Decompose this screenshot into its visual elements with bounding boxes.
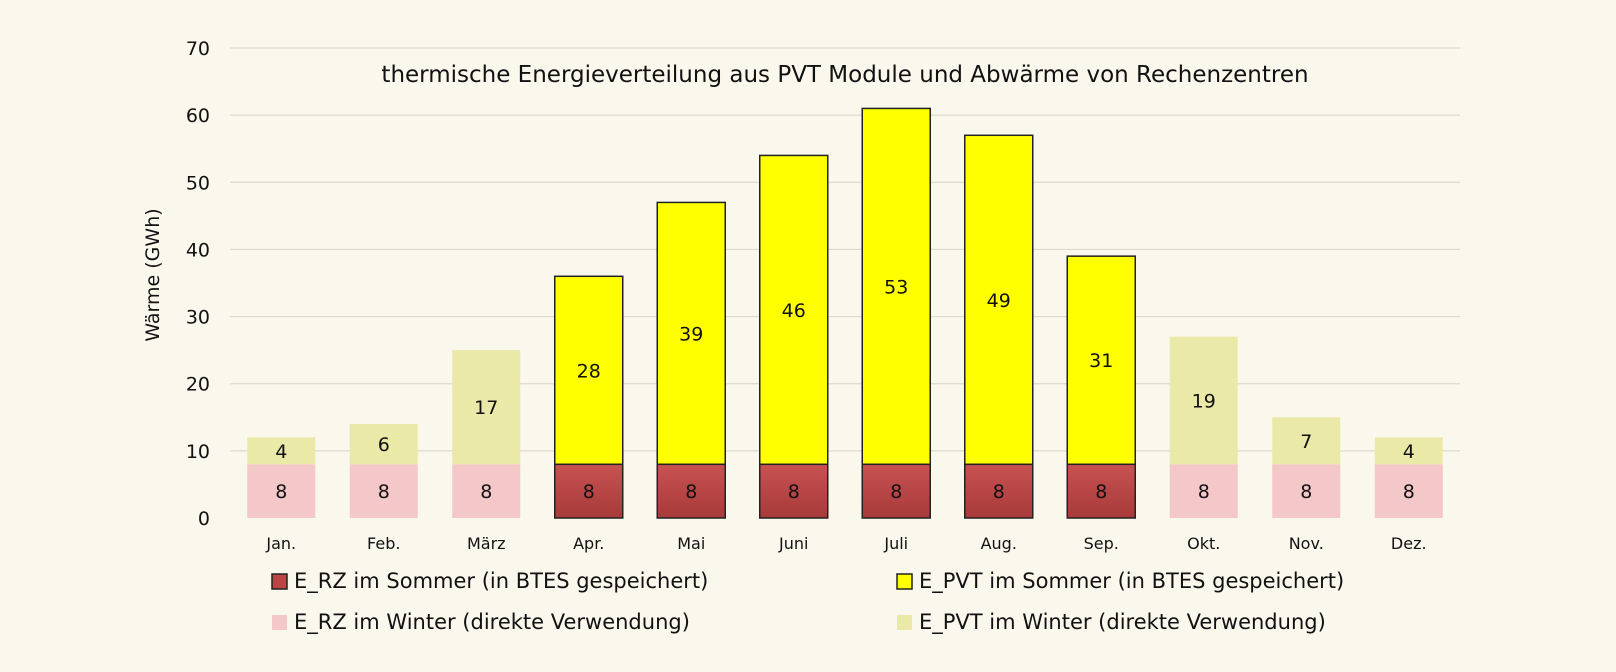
data-label-top: 19: [1192, 391, 1216, 413]
data-label-base: 8: [1095, 481, 1107, 503]
chart-title: thermische Energieverteilung aus PVT Mod…: [381, 62, 1308, 88]
y-axis-label: Wärme (GWh): [142, 208, 164, 341]
legend-swatch: [897, 615, 912, 630]
bar-rz-summer: [964, 463, 1034, 519]
bar-rz-winter: [1272, 464, 1341, 518]
legend-swatch: [272, 615, 287, 630]
x-tick-label: Sep.: [1084, 534, 1119, 553]
legend: E_RZ im Sommer (in BTES gespeichert) E_PV…: [271, 569, 1344, 635]
legend-label: E_RZ im Sommer (in BTES gespeichert): [294, 569, 708, 594]
bar-pvt-winter: [349, 424, 418, 465]
bar-rz-summer: [861, 463, 931, 519]
x-tick-label: Apr.: [573, 534, 604, 553]
x-tick-label: Dez.: [1391, 534, 1427, 553]
data-labels: 8 4 8 6 8 17 8 28 8 39 8 46 8 53 8 49 8 31 8 19 8 7 8 4: [275, 276, 1415, 503]
legend-label: E_PVT im Sommer (in BTES gespeichert): [919, 569, 1344, 594]
x-tick-label: Aug.: [981, 534, 1017, 553]
legend-label: E_PVT im Winter (direkte Verwendung): [919, 610, 1326, 635]
data-label-top: 46: [782, 300, 806, 322]
bar-pvt-winter: [1374, 437, 1443, 465]
bar-pvt-summer: [861, 107, 931, 466]
data-label-top: 6: [378, 434, 390, 456]
data-label-base: 8: [378, 481, 390, 503]
bar-pvt-winter: [247, 437, 316, 465]
bar-rz-summer: [1066, 463, 1136, 519]
data-label-top: 4: [275, 441, 287, 463]
bar-rz-summer: [759, 463, 829, 519]
x-tick-label: Feb.: [367, 534, 400, 553]
y-tick-label: 30: [186, 307, 210, 329]
bars: [247, 107, 1443, 519]
bar-pvt-winter: [1169, 336, 1238, 465]
y-tick-label: 10: [186, 441, 210, 463]
data-label-base: 8: [788, 481, 800, 503]
y-tick-label: 60: [186, 105, 210, 127]
bar-pvt-winter: [1272, 417, 1341, 465]
bar-pvt-summer: [759, 154, 829, 466]
data-label-top: 17: [474, 397, 498, 419]
data-label-base: 8: [275, 481, 287, 503]
data-label-top: 53: [884, 276, 908, 298]
x-tick-label: Juli: [883, 534, 908, 553]
x-tick-label: Nov.: [1289, 534, 1324, 553]
bar-pvt-winter: [452, 350, 521, 465]
y-tick-label: 70: [186, 38, 210, 60]
bar-pvt-summer: [964, 134, 1034, 466]
data-label-top: 49: [987, 290, 1011, 312]
legend-label: E_RZ im Winter (direkte Verwendung): [294, 610, 690, 635]
data-label-top: 28: [577, 360, 601, 382]
data-label-base: 8: [583, 481, 595, 503]
data-label-top: 31: [1089, 350, 1113, 372]
y-axis-ticks: 0 10 20 30 40 50 60 70: [186, 38, 210, 530]
data-label-base: 8: [685, 481, 697, 503]
x-tick-label: Okt.: [1187, 534, 1220, 553]
x-axis-categories: Jan. Feb. März Apr. Mai Juni Juli Aug. Sep. Okt. N…: [265, 534, 1426, 553]
bar-rz-winter: [349, 464, 418, 518]
data-label-base: 8: [993, 481, 1005, 503]
legend-swatch: [271, 573, 288, 590]
data-label-top: 7: [1300, 431, 1312, 453]
x-tick-label: Mai: [677, 534, 705, 553]
data-label-base: 8: [1198, 481, 1210, 503]
data-label-base: 8: [480, 481, 492, 503]
bar-rz-winter: [1374, 464, 1443, 518]
y-tick-label: 0: [198, 508, 210, 530]
bar-pvt-summer: [1066, 255, 1136, 466]
data-label-base: 8: [1403, 481, 1415, 503]
bar-pvt-summer: [554, 275, 624, 466]
bar-rz-summer: [656, 463, 726, 519]
data-label-base: 8: [890, 481, 902, 503]
bar-rz-winter: [247, 464, 316, 518]
bar-rz-winter: [452, 464, 521, 518]
bar-rz-winter: [1169, 464, 1238, 518]
y-tick-label: 50: [186, 172, 210, 194]
legend-swatch: [896, 573, 913, 590]
bar-pvt-summer: [656, 201, 726, 466]
y-tick-label: 20: [186, 374, 210, 396]
data-label-top: 4: [1403, 441, 1415, 463]
gridlines: [230, 47, 1460, 452]
data-label-base: 8: [1300, 481, 1312, 503]
data-label-top: 39: [679, 323, 703, 345]
x-tick-label: Jan.: [265, 534, 296, 553]
x-tick-label: März: [467, 534, 506, 553]
y-tick-label: 40: [186, 239, 210, 261]
x-tick-label: Juni: [778, 534, 808, 553]
